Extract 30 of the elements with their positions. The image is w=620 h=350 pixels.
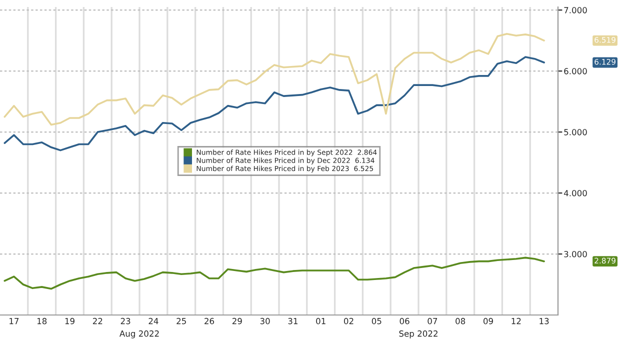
x-tick-label: 06 <box>400 318 410 324</box>
x-tick-label: 09 <box>483 318 493 324</box>
text: Aug 2022 <box>120 330 159 338</box>
x-tick-label: 07 <box>428 318 438 324</box>
line-series <box>4 56 545 152</box>
y-tick-label: 4.000 <box>564 190 587 196</box>
x-tick-label: 22 <box>92 318 102 324</box>
x-tick-label: 19 <box>65 318 74 324</box>
y-tick-label: 5.000 <box>564 129 587 136</box>
x-tick-label: 24 <box>148 318 158 324</box>
x-tick-label: 25 <box>176 318 186 324</box>
x-tick-label: 08 <box>456 318 466 324</box>
y-tick-label: 3.000 <box>564 250 587 258</box>
x-tick-label: 26 <box>204 318 214 324</box>
line-series <box>4 32 545 126</box>
x-tick-label: 23 <box>120 318 130 324</box>
x-tick-label: 30 <box>260 318 270 324</box>
x-tick-label: 02 <box>344 318 354 324</box>
x-tick-label: 01 <box>316 318 326 324</box>
y-tick-label: 7.000 <box>564 7 587 14</box>
x-tick-label: 31 <box>288 318 298 324</box>
y-tick-label: 6.000 <box>564 68 587 74</box>
x-tick-label: 12 <box>512 318 521 324</box>
x-tick-label: 05 <box>372 318 382 324</box>
text: Sep 2022 <box>399 330 438 338</box>
x-tick-label: 18 <box>37 318 47 324</box>
line-series <box>4 256 545 290</box>
x-tick-label: 29 <box>232 318 242 324</box>
x-tick-label: 13 <box>540 318 549 324</box>
x-tick-label: 17 <box>10 318 19 324</box>
